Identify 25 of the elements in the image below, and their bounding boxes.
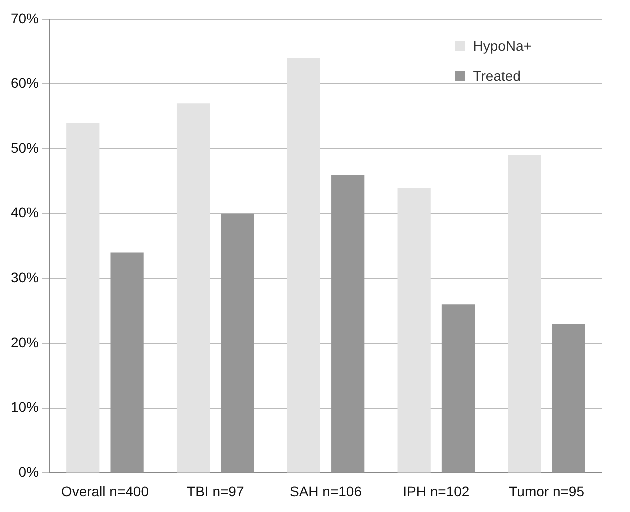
x-tick-label: IPH n=102: [403, 483, 470, 500]
bar: [221, 214, 254, 473]
y-tick-label: 10%: [10, 399, 40, 416]
x-tick-label: TBI n=97: [187, 483, 244, 500]
bar: [442, 304, 476, 473]
y-tick-label: 50%: [10, 140, 40, 156]
y-tick-label: 70%: [10, 10, 40, 26]
y-tick-label: 30%: [10, 270, 40, 286]
y-tick-label: 40%: [10, 204, 40, 221]
bar: [552, 324, 586, 473]
bar: [176, 104, 210, 473]
legend-label: Treated: [473, 68, 521, 84]
x-tick-label: SAH n=106: [290, 483, 362, 500]
bar: [398, 188, 431, 473]
bar: [110, 252, 144, 473]
bar: [287, 58, 320, 473]
x-tick-label: Overall n=400: [61, 483, 150, 500]
bar: [66, 123, 100, 473]
y-tick-label: 0%: [18, 464, 40, 480]
x-tick-label: Tumor n=95: [509, 483, 585, 500]
y-tick-label: 60%: [10, 75, 40, 92]
bar: [508, 156, 542, 473]
y-tick-label: 20%: [10, 334, 40, 350]
legend-label: HypoNa+: [473, 38, 532, 54]
bar: [332, 174, 365, 473]
